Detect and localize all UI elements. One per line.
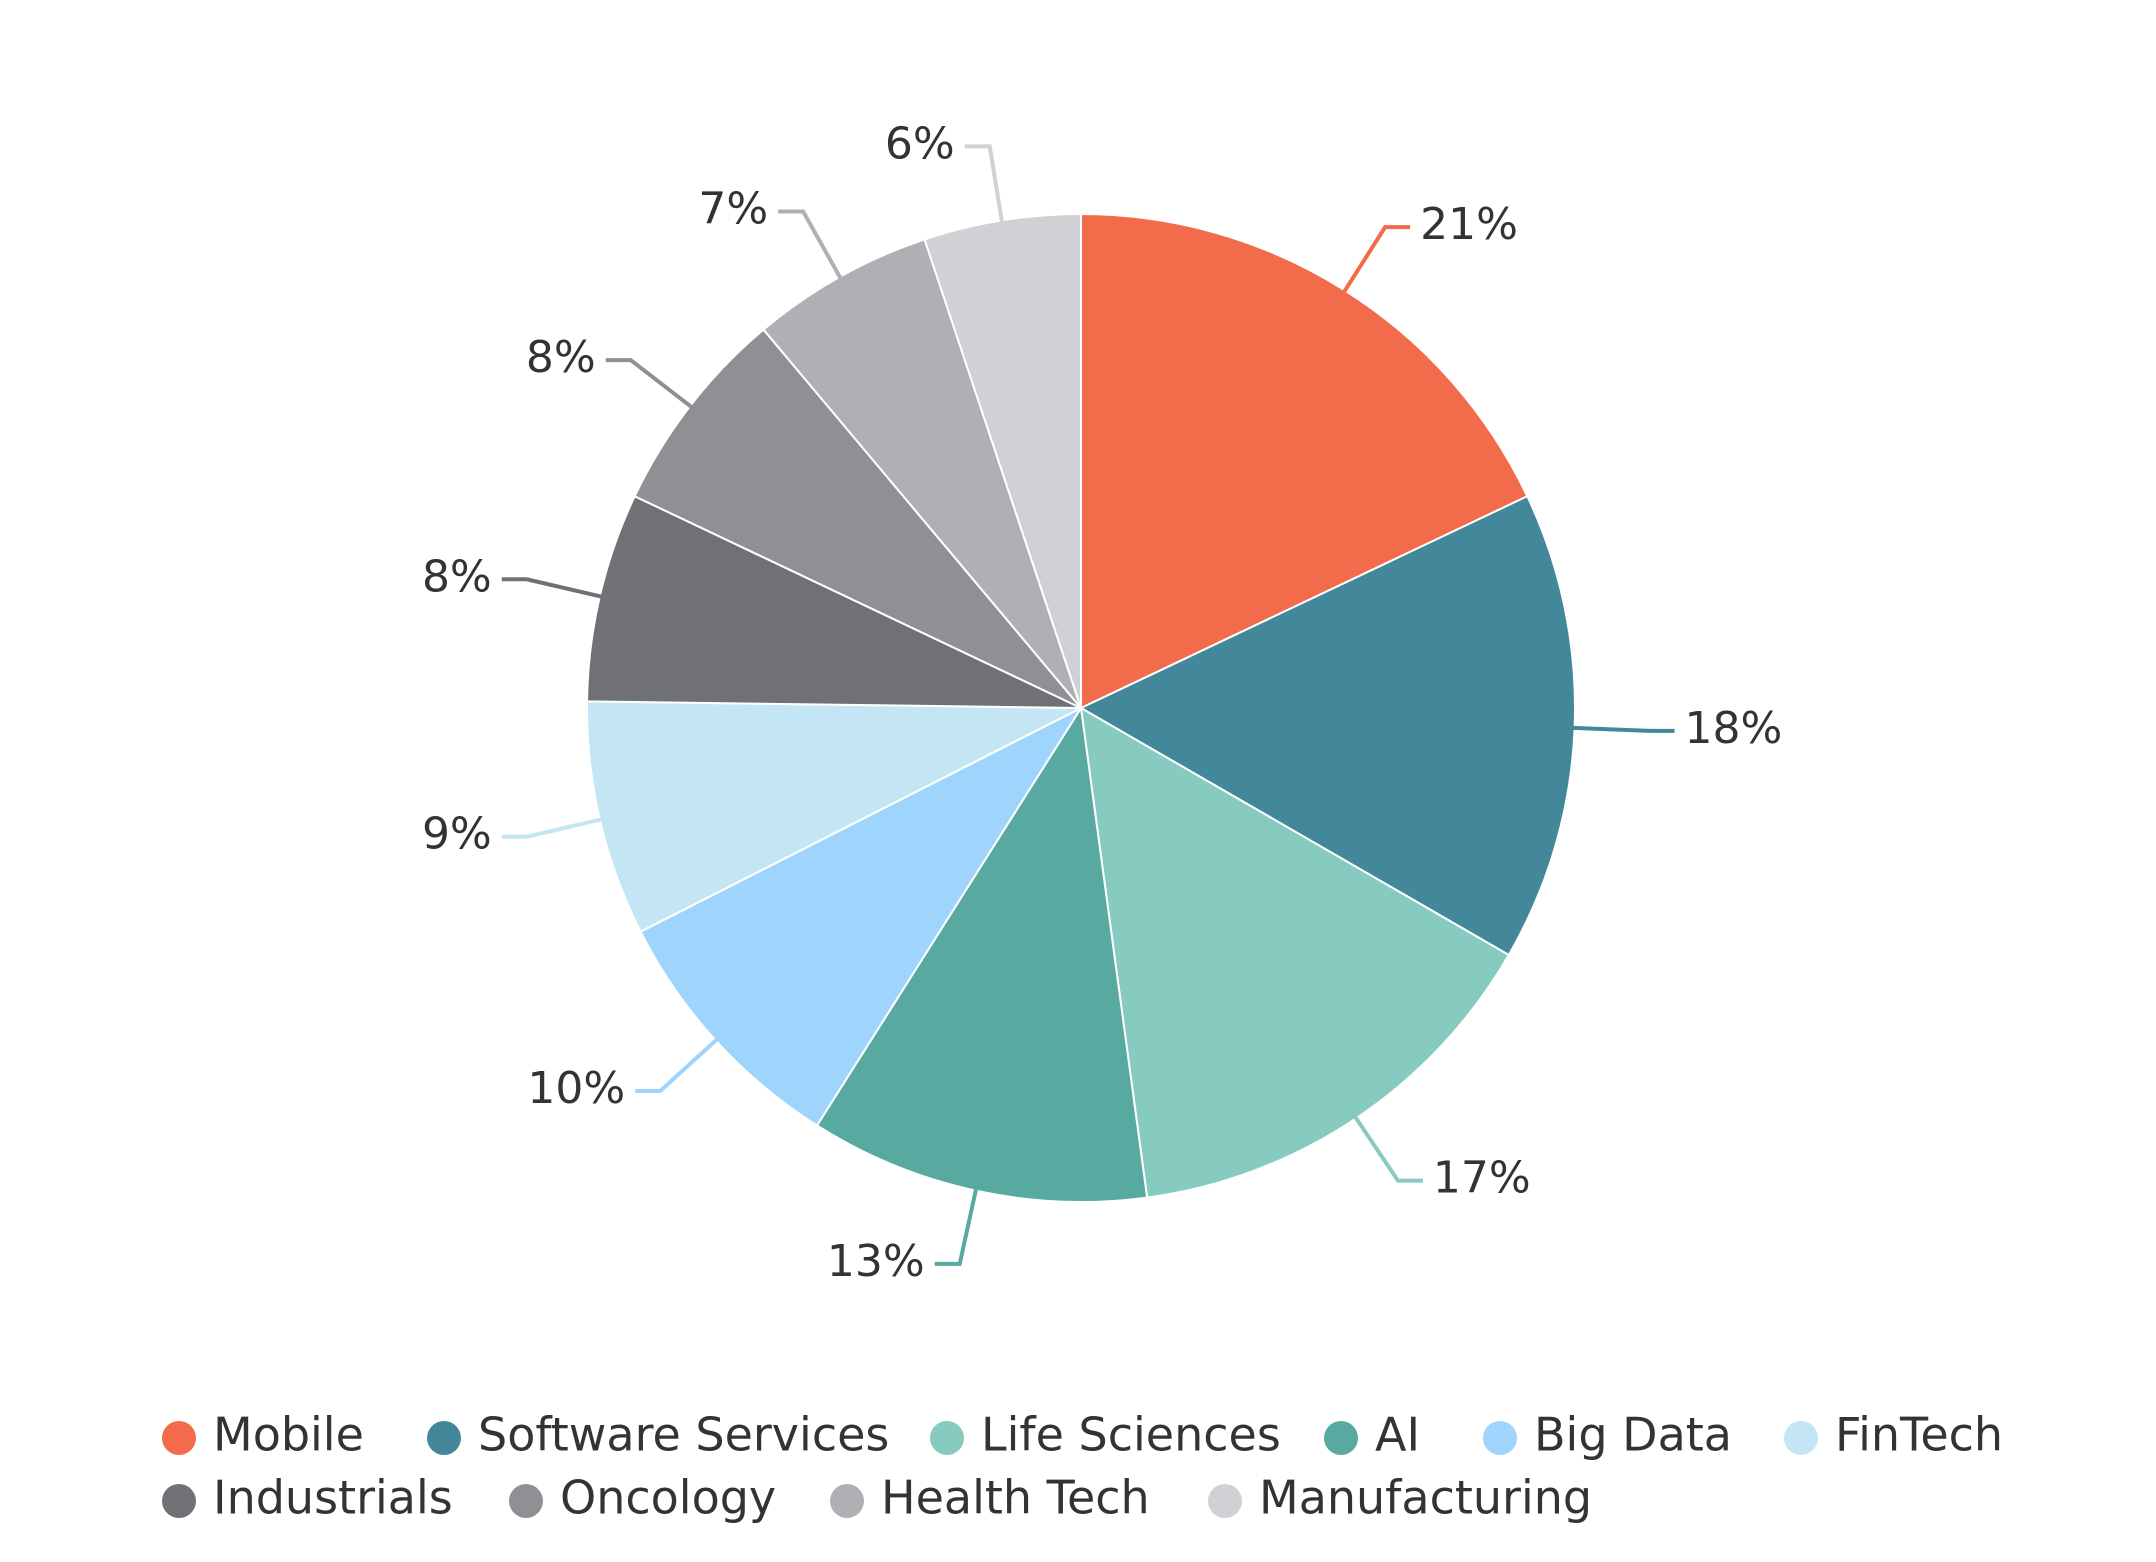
legend-marker xyxy=(427,1421,461,1455)
data-label: 8% xyxy=(526,332,596,383)
legend-label: Health Tech xyxy=(881,1471,1150,1525)
leader-line xyxy=(501,577,609,600)
leader-line xyxy=(964,144,1006,229)
leader-line xyxy=(778,209,846,285)
legend-label: Manufacturing xyxy=(1259,1471,1592,1525)
legend-marker xyxy=(1483,1421,1517,1455)
data-label: 8% xyxy=(422,551,492,602)
data-label: 13% xyxy=(827,1236,925,1287)
legend-marker xyxy=(162,1484,196,1518)
data-label: 10% xyxy=(527,1063,625,1114)
legend-marker xyxy=(930,1421,964,1455)
legend-label: FinTech xyxy=(1835,1408,2003,1462)
legend-marker xyxy=(1784,1421,1818,1455)
legend-marker xyxy=(509,1484,543,1518)
legend-label: Industrials xyxy=(213,1471,453,1525)
data-label: 18% xyxy=(1685,703,1783,754)
leader-line xyxy=(635,1033,723,1093)
legend-marker xyxy=(1324,1421,1358,1455)
legend-label: Mobile xyxy=(213,1408,364,1462)
data-label: 7% xyxy=(698,183,768,234)
leader-line xyxy=(1339,225,1411,299)
legend-label: AI xyxy=(1375,1408,1420,1462)
leader-line xyxy=(501,816,609,839)
data-label: 6% xyxy=(885,118,955,169)
leader-line xyxy=(605,358,698,413)
legend-marker xyxy=(830,1484,864,1518)
legend-label: Software Services xyxy=(478,1408,889,1462)
legend-marker xyxy=(162,1421,196,1455)
leader-line xyxy=(934,1182,980,1266)
data-label: 9% xyxy=(422,809,492,860)
legend-label: Life Sciences xyxy=(981,1408,1281,1462)
legend-marker xyxy=(1208,1484,1242,1518)
data-label: 17% xyxy=(1433,1153,1531,1204)
leader-line xyxy=(1350,1110,1423,1183)
legend-label: Oncology xyxy=(560,1471,776,1525)
leader-line xyxy=(1566,725,1675,733)
data-label: 21% xyxy=(1420,199,1518,250)
legend-label: Big Data xyxy=(1534,1408,1732,1462)
